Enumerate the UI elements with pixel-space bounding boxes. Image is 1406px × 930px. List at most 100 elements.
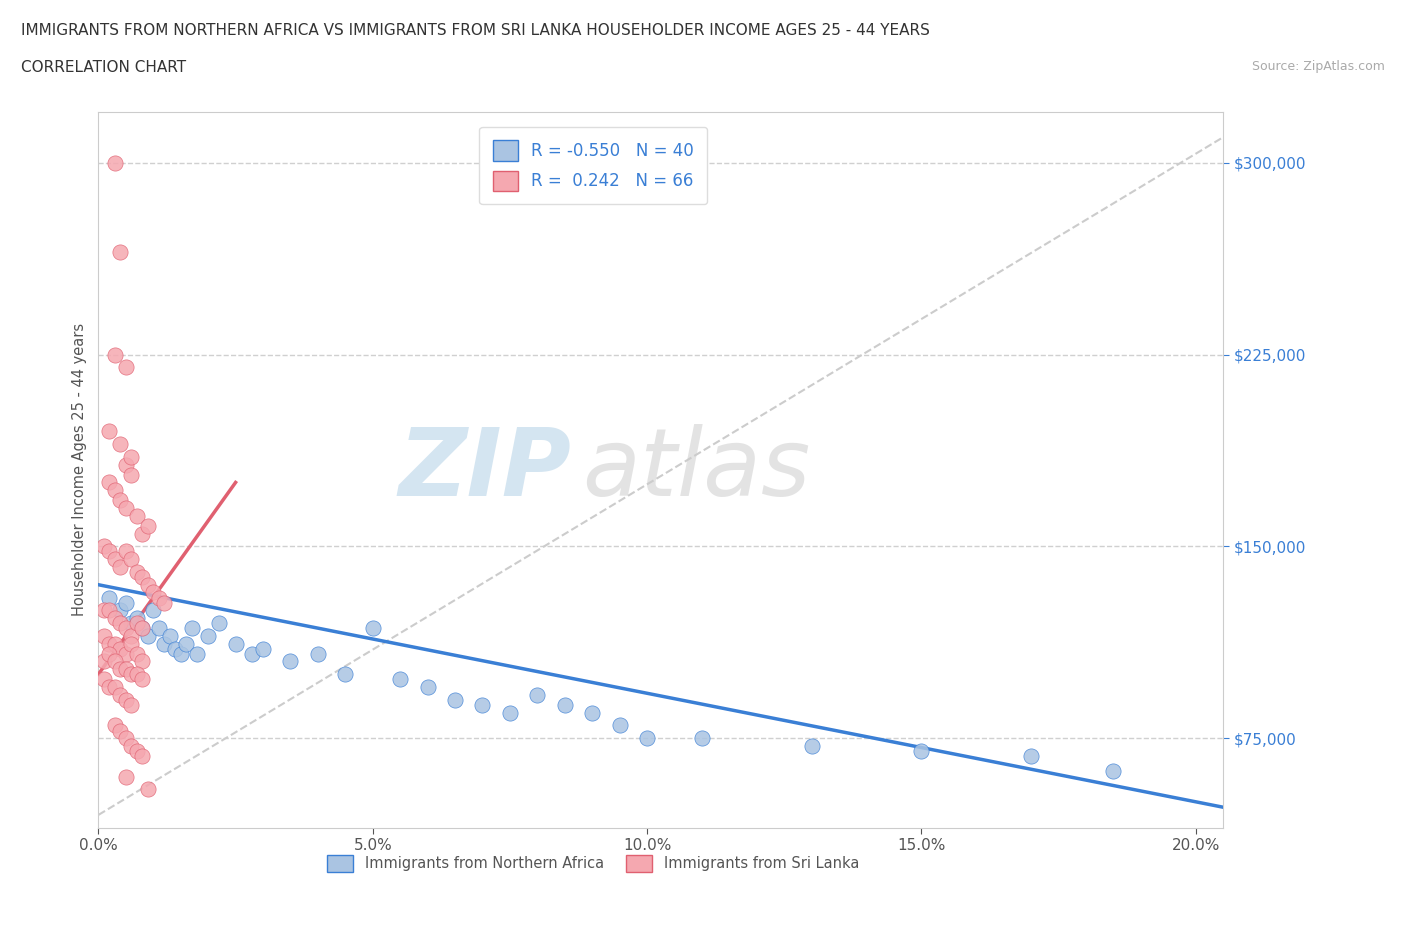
Point	[120, 738, 142, 753]
Point	[93, 671, 115, 686]
Point	[125, 744, 148, 759]
Y-axis label: Householder Income Ages 25 - 44 years: Householder Income Ages 25 - 44 years	[72, 323, 87, 617]
Point	[131, 654, 153, 669]
Point	[197, 629, 219, 644]
Point	[170, 646, 193, 661]
Point	[252, 642, 274, 657]
Point	[142, 603, 165, 618]
Point	[98, 591, 121, 605]
Point	[98, 544, 121, 559]
Point	[581, 705, 603, 720]
Point	[115, 692, 138, 708]
Point	[125, 616, 148, 631]
Point	[104, 483, 127, 498]
Point	[110, 245, 132, 259]
Point	[636, 731, 658, 746]
Point	[361, 621, 384, 636]
Point	[280, 654, 302, 669]
Point	[98, 646, 121, 661]
Point	[110, 687, 132, 702]
Point	[142, 585, 165, 600]
Point	[115, 500, 138, 515]
Point	[471, 698, 494, 712]
Point	[136, 629, 159, 644]
Point	[125, 508, 148, 523]
Point	[110, 493, 132, 508]
Point	[131, 526, 153, 541]
Point	[136, 578, 159, 592]
Point	[131, 671, 153, 686]
Point	[93, 629, 115, 644]
Point	[104, 155, 127, 170]
Text: CORRELATION CHART: CORRELATION CHART	[21, 60, 186, 75]
Point	[307, 646, 329, 661]
Point	[131, 621, 153, 636]
Point	[115, 769, 138, 784]
Text: ZIP: ZIP	[398, 424, 571, 515]
Point	[389, 671, 412, 686]
Point	[110, 642, 132, 657]
Point	[93, 654, 115, 669]
Point	[136, 782, 159, 797]
Point	[180, 621, 202, 636]
Point	[165, 642, 187, 657]
Point	[98, 603, 121, 618]
Point	[148, 621, 170, 636]
Point	[1019, 749, 1042, 764]
Point	[104, 654, 127, 669]
Point	[104, 551, 127, 566]
Point	[98, 680, 121, 695]
Point	[120, 449, 142, 464]
Point	[125, 646, 148, 661]
Point	[115, 662, 138, 677]
Point	[98, 424, 121, 439]
Point	[104, 347, 127, 362]
Point	[104, 611, 127, 626]
Point	[335, 667, 357, 682]
Point	[186, 646, 208, 661]
Point	[153, 636, 176, 651]
Point	[110, 437, 132, 452]
Point	[136, 519, 159, 534]
Point	[174, 636, 197, 651]
Point	[120, 636, 142, 651]
Point	[98, 475, 121, 490]
Point	[115, 595, 138, 610]
Point	[110, 616, 132, 631]
Point	[120, 616, 142, 631]
Point	[125, 565, 148, 579]
Point	[159, 629, 181, 644]
Point	[554, 698, 576, 712]
Point	[131, 621, 153, 636]
Point	[104, 636, 127, 651]
Point	[125, 611, 148, 626]
Point	[93, 539, 115, 554]
Point	[98, 636, 121, 651]
Point	[104, 718, 127, 733]
Point	[110, 662, 132, 677]
Text: Source: ZipAtlas.com: Source: ZipAtlas.com	[1251, 60, 1385, 73]
Point	[208, 616, 231, 631]
Point	[526, 687, 548, 702]
Point	[131, 749, 153, 764]
Point	[910, 744, 932, 759]
Point	[115, 731, 138, 746]
Point	[120, 667, 142, 682]
Text: atlas: atlas	[582, 424, 810, 515]
Point	[110, 560, 132, 575]
Legend: Immigrants from Northern Africa, Immigrants from Sri Lanka: Immigrants from Northern Africa, Immigra…	[322, 849, 865, 878]
Point	[120, 698, 142, 712]
Point	[148, 591, 170, 605]
Point	[120, 629, 142, 644]
Point	[131, 569, 153, 585]
Point	[609, 718, 631, 733]
Point	[110, 724, 132, 738]
Point	[225, 636, 247, 651]
Point	[1102, 764, 1125, 779]
Point	[115, 646, 138, 661]
Point	[240, 646, 263, 661]
Point	[120, 467, 142, 482]
Text: IMMIGRANTS FROM NORTHERN AFRICA VS IMMIGRANTS FROM SRI LANKA HOUSEHOLDER INCOME : IMMIGRANTS FROM NORTHERN AFRICA VS IMMIG…	[21, 23, 929, 38]
Point	[110, 603, 132, 618]
Point	[153, 595, 176, 610]
